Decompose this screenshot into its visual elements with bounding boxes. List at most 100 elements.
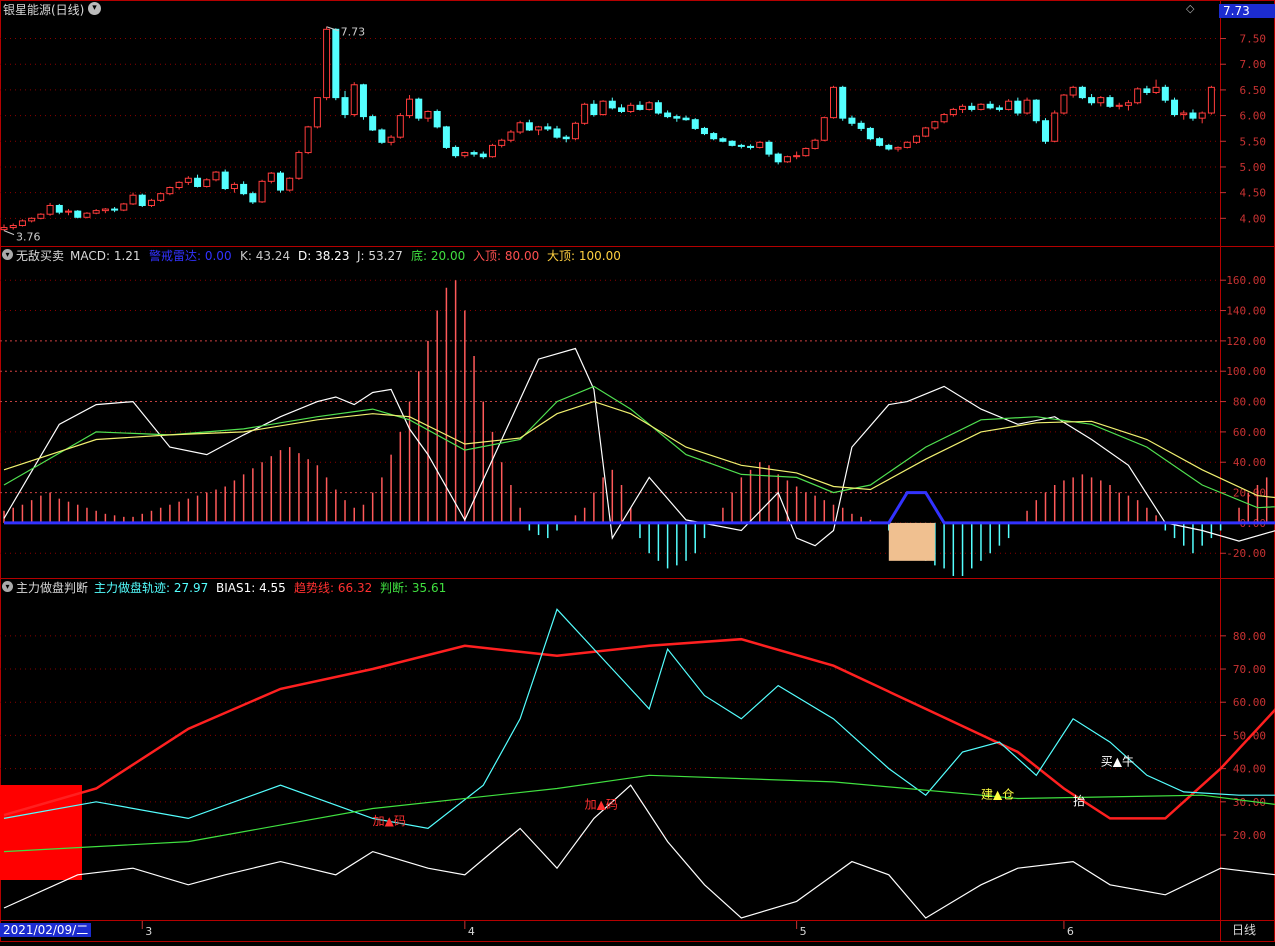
candle-up (645, 102, 653, 110)
candle-down (618, 107, 626, 112)
candle-up (1152, 86, 1160, 93)
candle-up (101, 208, 109, 212)
price-badge: 7.73 (1219, 4, 1275, 18)
panel3-title: 主力做盘判断 (16, 581, 89, 595)
legend-entry: 判断: 35.61 (380, 581, 447, 595)
candle-up (599, 100, 607, 116)
axis-tick-label: 120.00 (1226, 335, 1266, 348)
candle-down (728, 140, 736, 146)
axis-tick-label: 60.00 (1233, 426, 1266, 439)
candle-down (608, 100, 616, 109)
candle-down (378, 129, 386, 143)
period-label[interactable]: 日线 (1232, 923, 1257, 937)
candle-down (1143, 88, 1151, 93)
candle-up (783, 156, 791, 163)
candle-down (369, 116, 377, 131)
axis-tick-label: 6.50 (1240, 84, 1267, 97)
legend-entry: D: 38.23 (298, 249, 350, 263)
candle-up (203, 179, 211, 187)
candle-up (1134, 88, 1142, 104)
candle-down (876, 138, 884, 146)
candle-up (922, 127, 930, 137)
series-line (3, 400, 1275, 499)
candle-up (267, 172, 275, 182)
panel2-title: 无敌买卖 (16, 249, 65, 263)
axis-tick-label: 80.00 (1233, 630, 1266, 643)
candle-up (258, 180, 266, 203)
candle-up (350, 84, 358, 116)
candle-up (46, 204, 54, 215)
candle-down (138, 194, 146, 206)
candle-down (415, 98, 423, 119)
panel3-chevron-icon[interactable]: ▾ (2, 581, 13, 592)
candle-up (387, 136, 395, 143)
candle-up (1069, 86, 1077, 96)
candle-down (857, 122, 865, 129)
candle-down (710, 133, 718, 140)
candle-up (230, 183, 238, 190)
candle-up (1207, 86, 1215, 114)
window-title: 银星能源(日线) (3, 3, 85, 17)
series-line (3, 608, 1275, 830)
candle-up (1198, 112, 1206, 119)
candle-up (0, 227, 8, 231)
candle-up (28, 217, 36, 222)
legend-entry: J: 53.27 (357, 249, 403, 263)
axis-tick-label: 70.00 (1233, 663, 1266, 676)
high-marker-line (326, 26, 339, 32)
candle-down (1032, 99, 1040, 122)
axis-tick-label: 7.50 (1240, 33, 1267, 46)
axis-tick-label: 4.50 (1240, 187, 1267, 200)
candle-down (700, 127, 708, 135)
candle-up (184, 177, 192, 183)
diamond-icon[interactable]: ◇ (1186, 2, 1195, 15)
candle-down (839, 86, 847, 119)
candle-up (212, 171, 220, 181)
candle-down (1014, 100, 1022, 114)
candle-up (820, 117, 828, 141)
candle-down (359, 84, 367, 118)
candle-up (1060, 94, 1068, 114)
candle-down (737, 144, 745, 147)
legend-entry: 趋势线: 66.32 (294, 581, 373, 595)
candle-up (949, 108, 957, 116)
candle-up (83, 212, 91, 218)
axis-tick-label: 20.00 (1233, 487, 1266, 500)
candle-up (830, 86, 838, 119)
candle-up (304, 126, 312, 154)
candle-down (544, 126, 552, 130)
candle-down (221, 171, 229, 190)
candle-down (562, 136, 570, 140)
candle-up (424, 110, 432, 119)
month-label: 5 (800, 925, 807, 938)
month-label: 4 (468, 925, 475, 938)
candle-down (691, 119, 699, 129)
axis-tick-label: 40.00 (1233, 763, 1266, 776)
chevron-down-icon[interactable]: ▾ (88, 2, 101, 15)
axis-tick-label: -20.00 (1226, 547, 1266, 560)
low-annotation: 3.76 (16, 231, 41, 244)
series-line (3, 784, 1275, 919)
candle-down (249, 193, 257, 203)
candle-up (406, 98, 414, 117)
candle-up (37, 213, 45, 219)
candle-up (157, 193, 165, 201)
candle-down (452, 146, 460, 157)
panel2-chevron-icon[interactable]: ▾ (2, 249, 13, 260)
candle-down (240, 183, 248, 195)
candle-down (442, 126, 450, 148)
candle-up (488, 144, 496, 158)
candle-up (1051, 112, 1059, 142)
candle-down (74, 210, 82, 218)
candle-down (1189, 112, 1197, 119)
candle-down (747, 145, 755, 148)
candle-down (774, 153, 782, 163)
candle-down (1078, 86, 1086, 99)
legend-entry: 警戒雷达: 0.00 (149, 249, 232, 263)
candle-up (535, 126, 543, 131)
candle-down (433, 110, 441, 128)
highlight-block (888, 522, 935, 561)
month-label: 3 (145, 925, 152, 938)
candle-down (525, 122, 533, 131)
